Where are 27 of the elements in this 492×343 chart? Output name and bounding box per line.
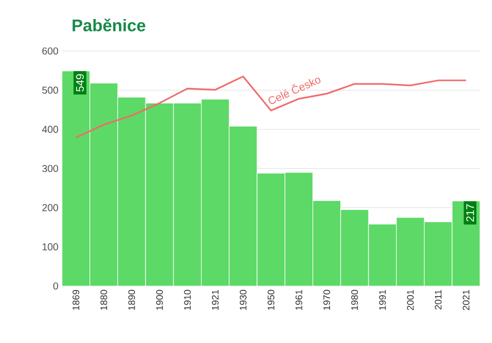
x-tick-label: 1890 xyxy=(128,290,136,310)
y-tick-label: 400 xyxy=(42,126,58,133)
y-tick-label: 300 xyxy=(42,164,58,172)
x-tick-label: 1900 xyxy=(156,290,163,310)
line-series xyxy=(75,76,467,138)
x-tick-label: 1921 xyxy=(212,290,219,310)
x-tick-label: 1930 xyxy=(240,290,246,310)
y-tick-label: 600 xyxy=(42,47,58,55)
chart-title: Paběnice xyxy=(72,18,146,32)
x-tick-label: 2001 xyxy=(406,290,414,310)
y-tick-label: 200 xyxy=(42,204,58,212)
x-tick-label: 1980 xyxy=(351,290,358,310)
x-tick-label: 1991 xyxy=(379,290,386,310)
y-tick-label: 0 xyxy=(53,282,58,290)
x-tick-label: 1880 xyxy=(100,290,108,310)
data-label: 217 xyxy=(466,204,474,222)
x-tick-label: 1950 xyxy=(268,290,274,310)
text: Celé Česko xyxy=(268,78,320,104)
x-tick-label: 2011 xyxy=(434,290,442,310)
x-tick-label: 1869 xyxy=(72,290,80,310)
x-tick-label: 1910 xyxy=(184,290,191,310)
data-label: 549 xyxy=(76,74,84,92)
x-tick-label: 1970 xyxy=(323,290,330,310)
y-tick-label: 500 xyxy=(42,86,58,94)
x-tick-label: 2021 xyxy=(462,290,470,310)
y-tick-label: 100 xyxy=(42,243,58,250)
x-tick-label: 1961 xyxy=(296,290,302,310)
